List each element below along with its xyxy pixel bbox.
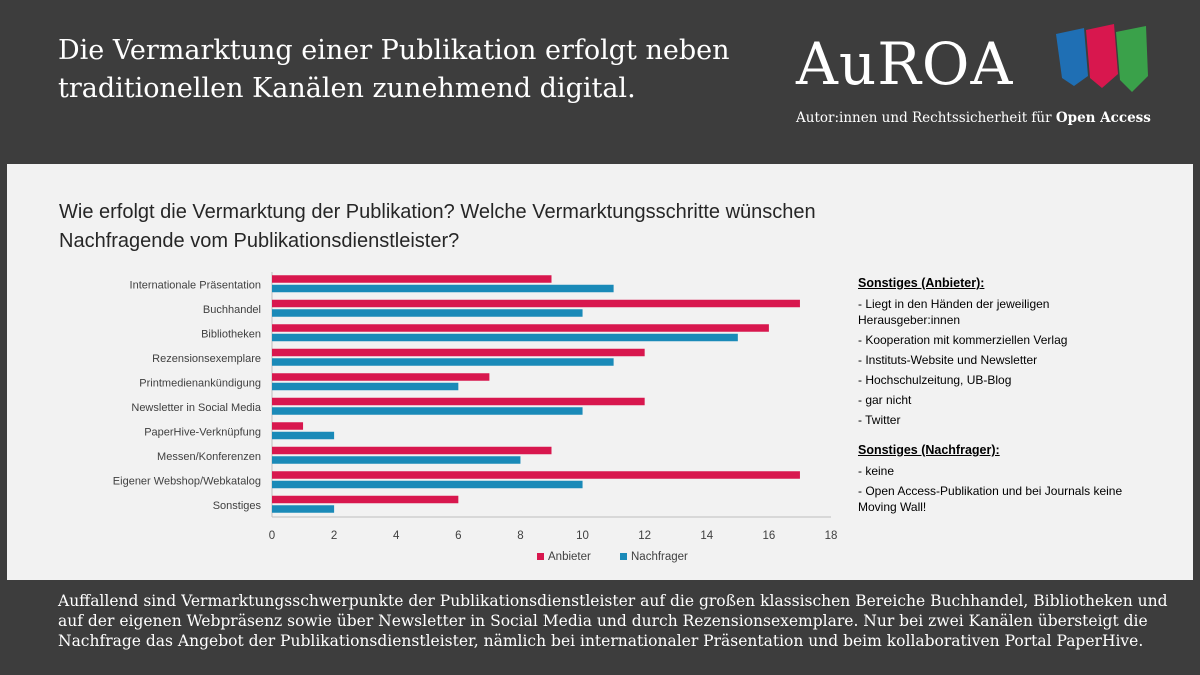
category-label: Printmedienankündigung <box>139 377 261 389</box>
logo-tagline-prefix: Autor:innen und Rechtssicherheit für <box>796 110 1052 126</box>
category-label: Bibliotheken <box>201 328 261 340</box>
category-label: Sonstiges <box>213 500 262 512</box>
bar-anbieter <box>272 495 459 504</box>
x-tick-label: 14 <box>700 530 713 542</box>
bar-anbieter <box>272 471 800 479</box>
logo-tagline-bold: Open Access <box>1055 110 1151 126</box>
category-label: Eigener Webshop/Webkatalog <box>113 475 261 487</box>
category-label: PaperHive-Verknüpfung <box>144 426 261 438</box>
bar-anbieter <box>272 422 304 430</box>
x-tick-label: 8 <box>517 530 523 542</box>
x-tick-label: 16 <box>762 530 775 542</box>
x-tick-label: 12 <box>638 530 651 542</box>
category-label: Rezensionsexemplare <box>152 353 261 365</box>
x-tick-label: 18 <box>825 530 838 542</box>
anbieter-note: - Hochschulzeitung, UB-Blog <box>858 373 1012 387</box>
bar-nachfrager <box>272 505 335 513</box>
nachfrager-notes-heading: Sonstiges (Nachfrager): <box>858 443 1000 457</box>
bar-anbieter <box>272 397 645 406</box>
bar-nachfrager <box>272 382 459 391</box>
auroa-logo: AuROA Autor:innen und Rechtssicherheit f… <box>796 24 1156 134</box>
nachfrager-note: - keine <box>858 464 895 478</box>
nachfrager-note: - Open Access-Publikation und bei Journa… <box>858 484 1123 514</box>
category-label: Newsletter in Social Media <box>131 402 261 414</box>
legend-swatch-nachfrager <box>620 553 627 560</box>
bar-nachfrager <box>272 358 614 366</box>
bar-anbieter <box>272 324 769 332</box>
anbieter-notes-heading: Sonstiges (Anbieter): <box>858 276 985 290</box>
bar-nachfrager <box>272 309 583 317</box>
footer-summary: Auffallend sind Vermarktungsschwerpunkte… <box>58 592 1168 650</box>
bar-nachfrager <box>272 333 738 342</box>
chart-panel: Wie erfolgt die Vermarktung der Publikat… <box>7 164 1193 580</box>
bar-nachfrager <box>272 407 583 415</box>
book-pages-icon <box>1056 24 1148 92</box>
bar-nachfrager <box>272 480 583 489</box>
anbieter-note: - Liegt in den Händen der jeweiligen Her… <box>858 297 1050 327</box>
bar-anbieter <box>272 275 552 283</box>
bar-nachfrager <box>272 284 614 293</box>
green-page-shape <box>1116 26 1148 92</box>
blue-page-shape <box>1056 28 1088 86</box>
anbieter-note: - Kooperation mit kommerziellen Verlag <box>858 333 1068 347</box>
x-tick-label: 10 <box>576 530 589 542</box>
anbieter-note: - gar nicht <box>858 393 912 407</box>
bar-anbieter <box>272 446 552 455</box>
anbieter-note: - Twitter <box>858 413 901 427</box>
category-label: Buchhandel <box>203 304 261 316</box>
x-tick-label: 4 <box>393 530 400 542</box>
logo-wordmark: AuROA <box>796 30 1014 98</box>
legend-label-anbieter: Anbieter <box>548 551 591 563</box>
x-tick-label: 0 <box>269 530 275 542</box>
logo-tagline: Autor:innen und Rechtssicherheit für Ope… <box>796 110 1151 126</box>
red-page-shape <box>1086 24 1118 88</box>
chart-title: Wie erfolgt die Vermarktung der Publikat… <box>59 201 816 252</box>
bar-chart: Internationale Präsentation Buchhandel Bib… <box>113 272 838 563</box>
x-tick-label: 2 <box>331 530 337 542</box>
bar-anbieter <box>272 299 800 308</box>
anbieter-note: - Instituts-Website und Newsletter <box>858 353 1038 367</box>
legend-label-nachfrager: Nachfrager <box>631 551 688 563</box>
headline: Die Vermarktung einer Publikation erfolg… <box>58 35 730 104</box>
legend-swatch-anbieter <box>537 553 544 560</box>
bar-anbieter <box>272 373 490 381</box>
x-tick-label: 6 <box>455 530 461 542</box>
bar-nachfrager <box>272 431 335 440</box>
bar-nachfrager <box>272 456 521 464</box>
sonstiges-notes: Sonstiges (Anbieter): - Liegt in den Hän… <box>858 275 1148 519</box>
bar-anbieter <box>272 348 645 357</box>
category-label: Messen/Konferenzen <box>157 451 261 463</box>
category-label: Internationale Präsentation <box>130 279 261 291</box>
